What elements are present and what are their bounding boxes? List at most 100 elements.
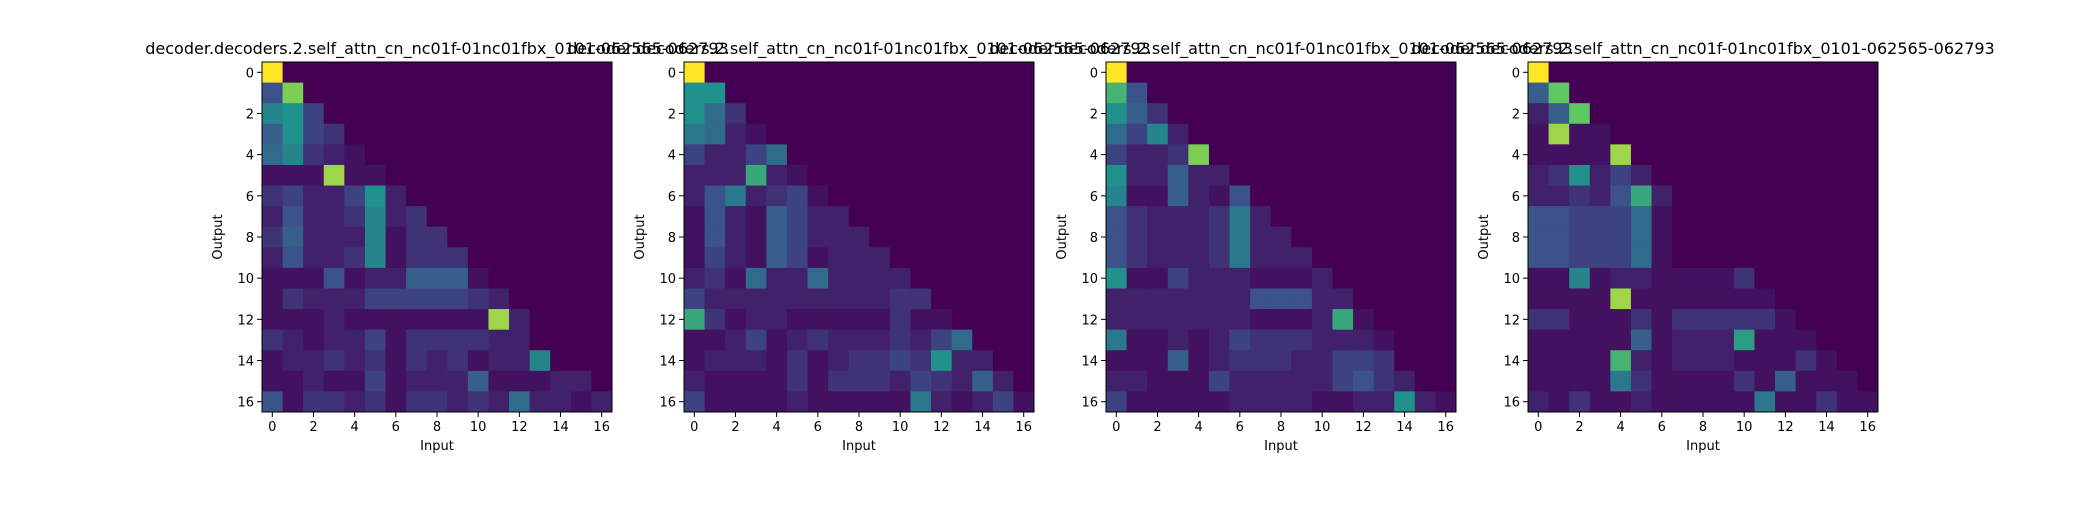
heatmap-cell [1672,164,1694,186]
heatmap-cell [807,267,829,289]
heatmap-cell [1414,185,1436,207]
heatmap-cell [303,329,325,351]
heatmap-cell [323,391,345,413]
heatmap-cell [1188,62,1210,83]
heatmap-cell [1754,185,1776,207]
heatmap-cell [1733,82,1755,104]
heatmap-cell [910,247,932,269]
heatmap-cell [364,226,386,248]
heatmap-cell [889,123,911,145]
heatmap-cell [344,329,366,351]
heatmap-cell [1188,103,1210,125]
chart-title: decoder.decoders.2.self_attn_cn_nc01f-01… [989,39,1572,59]
heatmap-cell [725,288,747,310]
heatmap-cell [931,62,953,83]
heatmap-cell [1754,288,1776,310]
y-tick-label: 8 [246,231,254,246]
heatmap-cell [1311,144,1333,166]
heatmap-cell [1353,62,1375,83]
heatmap-cell [1250,329,1272,351]
heatmap-cell [828,164,850,186]
heatmap-cell [1713,206,1735,228]
heatmap-cell [1733,185,1755,207]
heatmap-cell [488,144,510,166]
heatmap-cell [1270,103,1292,125]
heatmap-cell [1188,288,1210,310]
x-tick-label: 12 [511,420,528,435]
heatmap-cell [786,103,808,125]
heatmap-cell [591,103,613,125]
heatmap-cell [323,226,345,248]
heatmap-cell [1528,226,1549,248]
heatmap-cell [1630,164,1652,186]
y-tick-label: 4 [1090,149,1098,164]
heatmap-cell [591,309,613,331]
heatmap-panel-3: 0 2 4 6 8 10 12 14 16 0 2 4 6 8 10 12 14 16 Input Output dec… [989,39,1572,454]
heatmap-cell [704,370,726,392]
heatmap-cell [931,82,953,104]
heatmap-cell [1208,206,1230,228]
heatmap-cell [1147,82,1169,104]
heatmap-cell [1672,62,1694,83]
heatmap-cell [1394,267,1416,289]
heatmap-cell [282,103,304,125]
heatmap-cell [828,103,850,125]
heatmap-cell [972,185,994,207]
heatmap-cell [1373,329,1395,351]
heatmap-cell [1733,62,1755,83]
heatmap-cell [385,267,407,289]
heatmap-cell [786,226,808,248]
heatmap-cell [1208,391,1230,413]
heatmap-cell [786,164,808,186]
heatmap-cell [889,206,911,228]
heatmap-cell [1147,164,1169,186]
heatmap-cell [426,350,448,372]
heatmap-cell [1167,185,1189,207]
heatmap-cell [406,164,428,186]
heatmap-cell [1692,370,1714,392]
heatmap-cell [570,226,592,248]
heatmap-cell [1754,391,1776,413]
heatmap-cell [1692,206,1714,228]
heatmap-cell [786,350,808,372]
heatmap-cell [1394,206,1416,228]
heatmap-cell [1857,144,1879,166]
heatmap-cell [1569,164,1591,186]
heatmap-cell [1857,164,1879,186]
heatmap-cell [1713,329,1735,351]
heatmap-cell [1373,123,1395,145]
heatmap-cell [1270,185,1292,207]
heatmap-cell [1147,391,1169,413]
heatmap-cell [447,144,469,166]
heatmap-cell [426,103,448,125]
heatmap-cell [591,267,613,289]
heatmap-cell [1250,103,1272,125]
x-tick-label: 4 [773,420,781,435]
heatmap-cell [1394,123,1416,145]
heatmap-cell [467,309,489,331]
x-tick-label: 10 [1314,420,1331,435]
x-tick-label: 2 [731,420,739,435]
heatmap-cell [951,391,973,413]
heatmap-cell [972,103,994,125]
x-tick-label: 8 [433,420,441,435]
heatmap-cell [704,329,726,351]
heatmap-cell [1270,267,1292,289]
heatmap-cell [364,288,386,310]
heatmap-cell [447,247,469,269]
heatmap-cell [992,267,1014,289]
heatmap-cell [1311,391,1333,413]
heatmap-cell [364,267,386,289]
heatmap-cell [848,62,870,83]
heatmap-cell [323,370,345,392]
heatmap-cell [1188,329,1210,351]
heatmap-cell [1106,82,1127,104]
heatmap-cell [1651,103,1673,125]
heatmap-cell [1435,103,1457,125]
heatmap-cell [1013,185,1035,207]
heatmap-cell [1435,144,1457,166]
heatmap-cell [972,62,994,83]
heatmap-cell [684,267,705,289]
heatmap-cell [931,370,953,392]
heatmap-cell [1126,309,1148,331]
